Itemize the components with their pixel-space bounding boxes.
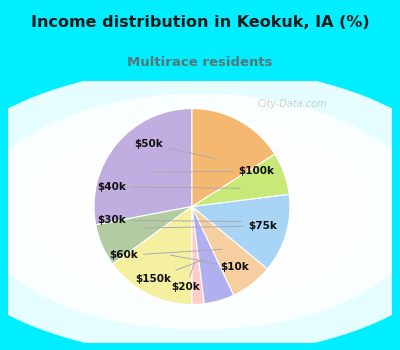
Wedge shape [113,206,192,304]
Text: $60k: $60k [109,249,222,260]
Ellipse shape [0,67,400,350]
Text: $150k: $150k [135,259,204,284]
Wedge shape [94,108,192,225]
Text: City-Data.com: City-Data.com [257,99,327,109]
Text: $100k: $100k [153,166,275,176]
Ellipse shape [0,93,400,330]
Text: $40k: $40k [97,182,240,192]
Text: $30k: $30k [97,215,241,225]
Wedge shape [192,206,234,304]
Wedge shape [192,206,204,304]
Text: $75k: $75k [145,221,277,231]
Text: $50k: $50k [134,139,215,159]
Ellipse shape [125,173,275,251]
Wedge shape [192,154,289,206]
Text: $10k: $10k [170,255,250,272]
Wedge shape [192,194,290,269]
Wedge shape [96,206,192,264]
Ellipse shape [25,120,375,303]
Ellipse shape [75,146,325,277]
Wedge shape [192,206,268,295]
Wedge shape [192,108,275,206]
Text: Multirace residents: Multirace residents [127,56,273,69]
Text: Income distribution in Keokuk, IA (%): Income distribution in Keokuk, IA (%) [31,15,369,30]
Text: $20k: $20k [172,263,200,292]
